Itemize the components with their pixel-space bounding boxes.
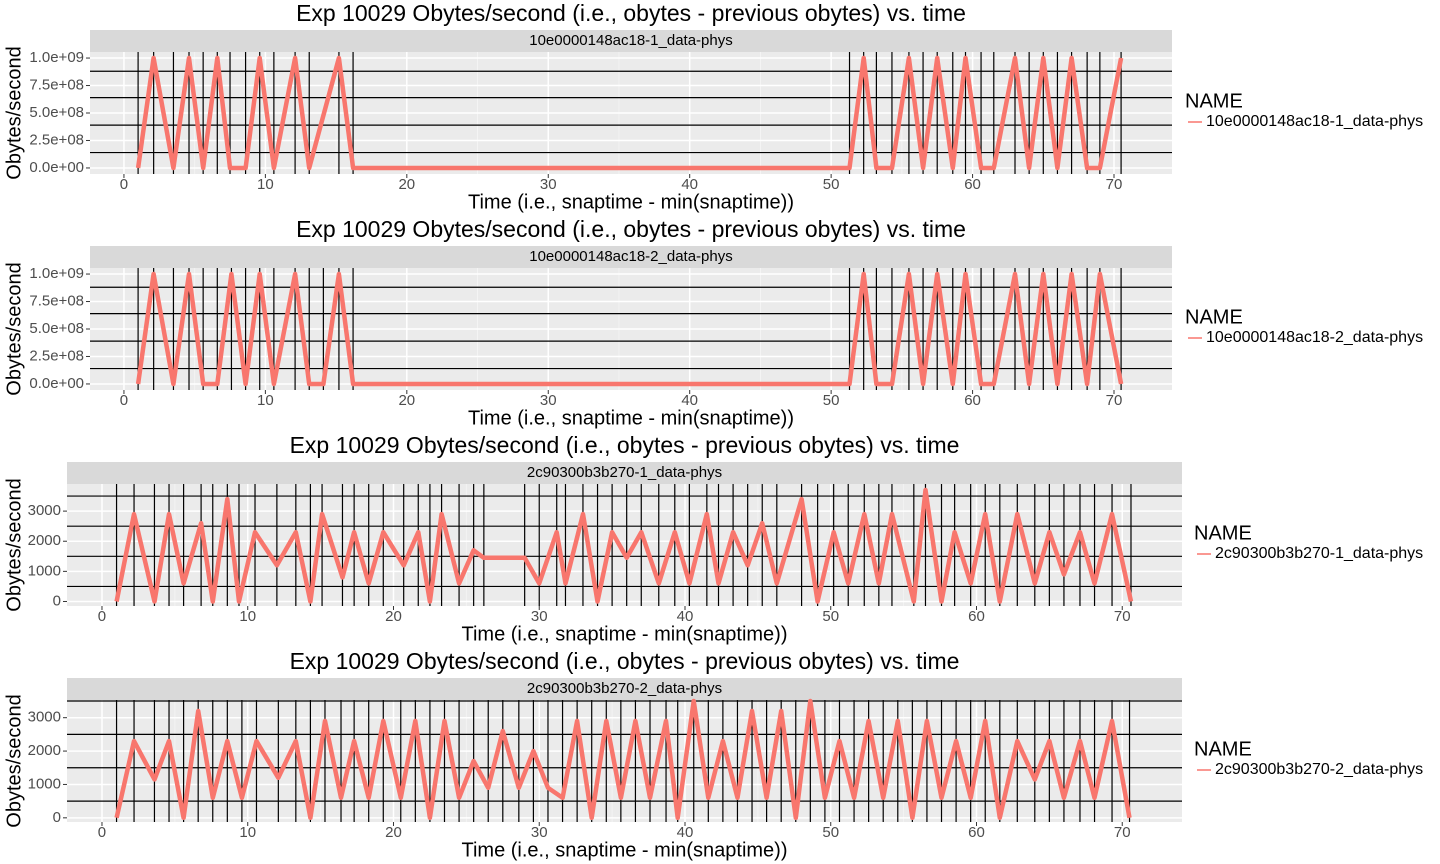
legend-label: 2c90300b3b270-1_data-phys xyxy=(1215,545,1423,562)
chart-title: Exp 10029 Obytes/second (i.e., obytes - … xyxy=(290,648,960,674)
y-tick-label: 1000 xyxy=(28,775,61,792)
x-tick-label: 40 xyxy=(681,392,698,409)
y-tick-label: 2000 xyxy=(28,532,61,549)
y-tick-label: 2.5e+08 xyxy=(29,347,84,364)
panel: Exp 10029 Obytes/second (i.e., obytes - … xyxy=(3,216,1423,429)
y-tick-label: 7.5e+08 xyxy=(29,292,84,309)
strip xyxy=(67,462,1182,484)
chart-title: Exp 10029 Obytes/second (i.e., obytes - … xyxy=(296,216,966,242)
x-tick-label: 10 xyxy=(239,608,256,625)
x-tick-label: 30 xyxy=(531,824,548,841)
y-tick-label: 2.5e+08 xyxy=(29,131,84,148)
y-tick-label: 5.0e+08 xyxy=(29,320,84,337)
x-tick-label: 10 xyxy=(257,392,274,409)
y-tick-label: 1000 xyxy=(28,562,61,579)
legend-title: NAME xyxy=(1194,522,1252,544)
x-tick-label: 0 xyxy=(98,824,106,841)
x-tick-label: 10 xyxy=(257,176,274,193)
y-tick-label: 0.0e+00 xyxy=(29,375,84,392)
y-tick-label: 7.5e+08 xyxy=(29,76,84,93)
x-axis-label: Time (i.e., snaptime - min(snaptime)) xyxy=(468,407,794,429)
x-tick-label: 40 xyxy=(677,824,694,841)
series-line xyxy=(114,698,1132,821)
y-tick-label: 3000 xyxy=(28,709,61,726)
x-tick-label: 60 xyxy=(964,176,981,193)
series-line xyxy=(135,271,1124,387)
series-line xyxy=(114,487,1134,604)
x-tick-label: 70 xyxy=(1106,392,1123,409)
legend-title: NAME xyxy=(1185,306,1243,328)
x-axis-label: Time (i.e., snaptime - min(snaptime)) xyxy=(462,839,788,861)
x-tick-label: 60 xyxy=(968,824,985,841)
y-tick-label: 0 xyxy=(53,809,61,826)
x-axis-label: Time (i.e., snaptime - min(snaptime)) xyxy=(462,623,788,645)
y-axis-label: Obytes/second xyxy=(3,262,25,395)
strip xyxy=(67,678,1182,700)
y-axis-label: Obytes/second xyxy=(3,694,25,827)
strip-label: 10e0000148ac18-2_data-phys xyxy=(529,248,733,265)
x-tick-label: 70 xyxy=(1106,176,1123,193)
x-tick-label: 10 xyxy=(239,824,256,841)
strip xyxy=(90,30,1172,52)
strip-label: 2c90300b3b270-2_data-phys xyxy=(527,680,722,697)
x-tick-label: 40 xyxy=(677,608,694,625)
x-tick-label: 0 xyxy=(98,608,106,625)
x-tick-label: 50 xyxy=(822,824,839,841)
y-axis-label: Obytes/second xyxy=(3,46,25,179)
legend-title: NAME xyxy=(1194,738,1252,760)
chart-title: Exp 10029 Obytes/second (i.e., obytes - … xyxy=(296,0,966,26)
y-tick-label: 0 xyxy=(53,592,61,609)
x-tick-label: 30 xyxy=(540,176,557,193)
x-tick-label: 60 xyxy=(964,392,981,409)
x-tick-label: 0 xyxy=(120,392,128,409)
x-tick-label: 30 xyxy=(540,392,557,409)
x-tick-label: 20 xyxy=(398,392,415,409)
y-tick-label: 1.0e+09 xyxy=(29,265,84,282)
y-tick-label: 5.0e+08 xyxy=(29,104,84,121)
strip-label: 10e0000148ac18-1_data-phys xyxy=(529,32,733,49)
y-axis-label: Obytes/second xyxy=(3,478,25,611)
x-axis-label: Time (i.e., snaptime - min(snaptime)) xyxy=(468,191,794,213)
x-tick-label: 40 xyxy=(681,176,698,193)
strip xyxy=(90,246,1172,268)
x-tick-label: 50 xyxy=(823,392,840,409)
y-tick-label: 1.0e+09 xyxy=(29,49,84,66)
x-tick-label: 50 xyxy=(823,176,840,193)
chart-title: Exp 10029 Obytes/second (i.e., obytes - … xyxy=(290,432,960,458)
panel: Exp 10029 Obytes/second (i.e., obytes - … xyxy=(3,648,1423,861)
legend-label: 2c90300b3b270-2_data-phys xyxy=(1215,761,1423,778)
legend-title: NAME xyxy=(1185,90,1243,112)
x-tick-label: 50 xyxy=(822,608,839,625)
y-tick-label: 0.0e+00 xyxy=(29,159,84,176)
y-tick-label: 2000 xyxy=(28,742,61,759)
x-tick-label: 20 xyxy=(398,176,415,193)
x-tick-label: 0 xyxy=(120,176,128,193)
x-tick-label: 20 xyxy=(385,824,402,841)
x-tick-label: 30 xyxy=(531,608,548,625)
x-tick-label: 20 xyxy=(385,608,402,625)
series-line xyxy=(135,55,1124,171)
panel: Exp 10029 Obytes/second (i.e., obytes - … xyxy=(3,0,1423,213)
x-tick-label: 60 xyxy=(968,608,985,625)
strip-label: 2c90300b3b270-1_data-phys xyxy=(527,464,722,481)
panel: Exp 10029 Obytes/second (i.e., obytes - … xyxy=(3,432,1423,645)
legend-label: 10e0000148ac18-1_data-phys xyxy=(1206,113,1423,130)
legend-label: 10e0000148ac18-2_data-phys xyxy=(1206,329,1423,346)
y-tick-label: 3000 xyxy=(28,502,61,519)
x-tick-label: 70 xyxy=(1114,824,1131,841)
x-tick-label: 70 xyxy=(1114,608,1131,625)
